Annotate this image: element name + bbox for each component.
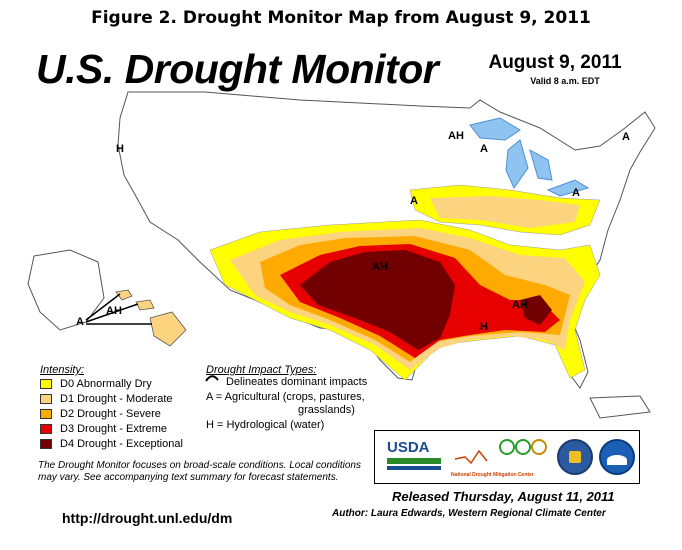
author: Author: Laura Edwards, Western Regional …	[332, 508, 606, 519]
disclaimer: The Drought Monitor focuses on broad-sca…	[38, 460, 361, 483]
legend-label: D2 Drought - Severe	[60, 407, 161, 420]
legend-label: D4 Drought - Exceptional	[60, 437, 183, 450]
alaska	[27, 249, 105, 331]
map-title: U.S. Drought Monitor	[36, 46, 439, 92]
ndmc-logo: National Drought Mitigation Center	[451, 437, 551, 478]
impact-label: A	[572, 187, 580, 199]
impact-label: AH	[448, 130, 464, 142]
d1-zone-midwest	[430, 196, 580, 228]
legend-item: D3 Drought - Extreme	[40, 422, 167, 435]
impact-label: H	[116, 143, 124, 155]
impact-label: AH	[512, 299, 528, 311]
legend-swatch	[40, 423, 52, 434]
impact-label: H	[480, 321, 488, 333]
impact-label: A	[480, 143, 488, 155]
legend-label: D3 Drought - Extreme	[60, 422, 167, 435]
legend-item: D0 Abnormally Dry	[40, 377, 152, 390]
doc-seal-icon	[557, 439, 593, 475]
source-url[interactable]: http://drought.unl.edu/dm	[62, 510, 233, 526]
figure-caption: Figure 2. Drought Monitor Map from Augus…	[91, 8, 591, 28]
legend-item: D1 Drought - Moderate	[40, 392, 173, 405]
legend-label: D1 Drought - Moderate	[60, 392, 173, 405]
map-date: August 9, 2011	[488, 52, 622, 73]
release-date: Released Thursday, August 11, 2011	[392, 489, 615, 504]
legend-swatch	[40, 438, 52, 449]
usda-logo: USDA	[387, 439, 441, 475]
impact-leader	[85, 303, 139, 323]
legend-swatch	[40, 408, 52, 419]
legend-swatch	[40, 378, 52, 389]
noaa-logo-icon	[599, 439, 635, 475]
hawaii	[115, 289, 187, 347]
impact-line3: H = Hydrological (water)	[206, 419, 325, 431]
d4-zone	[300, 250, 455, 350]
impact-label: A	[76, 316, 84, 328]
legend-item: D2 Drought - Severe	[40, 407, 161, 420]
d4-zone-georgia	[520, 295, 552, 325]
impact-leader	[85, 293, 121, 321]
impact-line1: Delineates dominant impacts	[226, 376, 368, 388]
great-lakes	[469, 117, 590, 197]
legend-label: D0 Abnormally Dry	[60, 377, 152, 390]
legend-heading: Intensity:	[40, 364, 85, 376]
impact-label: A	[622, 131, 630, 143]
puerto-rico	[589, 395, 651, 419]
tree-icon	[454, 439, 547, 465]
legend-item: D4 Drought - Exceptional	[40, 437, 183, 450]
valid-time: Valid 8 a.m. EDT	[530, 76, 600, 86]
impact-label: A	[410, 195, 418, 207]
impact-heading: Drought Impact Types:	[206, 364, 317, 376]
impact-line2a: A = Agricultural (crops, pastures,	[206, 391, 365, 403]
impact-label: AH	[372, 261, 388, 273]
impact-legend-line	[205, 375, 219, 382]
legend-swatch	[40, 393, 52, 404]
logo-panel: USDA National Drought Mitigation Center	[374, 430, 640, 484]
impact-line2b: grasslands)	[298, 404, 355, 416]
